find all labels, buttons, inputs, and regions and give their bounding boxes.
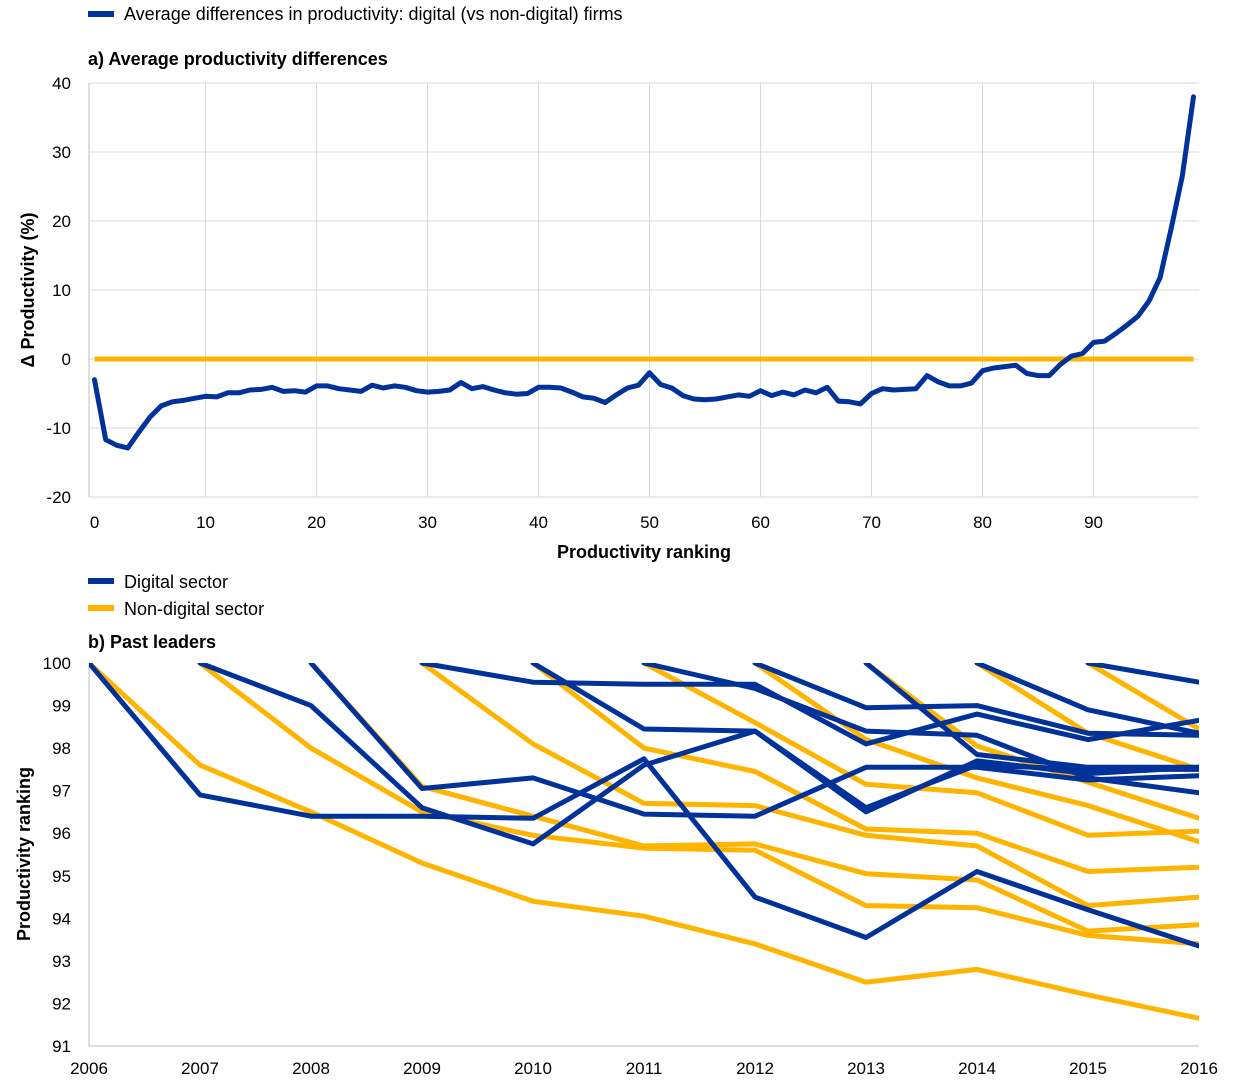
a-y-tick-label: -20 — [46, 488, 71, 507]
b-series-line-digital — [308, 663, 1199, 819]
legend-a-label: Average differences in productivity: dig… — [124, 4, 623, 24]
b-series-line-non-digital — [641, 663, 1199, 838]
b-series-clip-group — [89, 663, 1199, 1021]
panel-a-title: a) Average productivity differences — [88, 49, 388, 69]
b-series-line-non-digital — [308, 663, 1199, 934]
legend-a-swatch-digital — [88, 11, 114, 17]
b-series-line-digital — [1085, 663, 1199, 685]
a-x-tick-label: 70 — [862, 513, 881, 532]
b-y-tick-label: 91 — [52, 1037, 71, 1056]
a-y-tick-label: 30 — [52, 143, 71, 162]
a-x-tick-label: 10 — [196, 513, 215, 532]
b-series-line-digital — [89, 663, 1199, 949]
b-x-tick-label: 2012 — [736, 1059, 774, 1078]
a-x-tick-label: 60 — [751, 513, 770, 532]
b-series-line-digital — [863, 663, 1199, 770]
b-series-line-non-digital — [419, 663, 1199, 909]
a-series-line-digital — [92, 94, 1196, 451]
a-x-tick-label: 30 — [418, 513, 437, 532]
panel-b-y-tick-labels: 91 92 93 94 95 96 97 98 99 100 — [43, 654, 71, 1056]
b-x-tick-label: 2015 — [1069, 1059, 1107, 1078]
a-x-tick-label: 0 — [90, 513, 99, 532]
b-series-line-digital — [419, 663, 1199, 747]
a-y-tick-label: 40 — [52, 74, 71, 93]
b-series-line-non-digital — [530, 663, 1199, 874]
a-y-tick-label: 20 — [52, 212, 71, 231]
b-x-tick-label: 2010 — [514, 1059, 552, 1078]
legend-b-swatch-digital — [88, 578, 114, 584]
b-y-tick-label: 96 — [52, 824, 71, 843]
panel-b-series — [89, 663, 1199, 1021]
panel-a-x-tick-labels: 0 10 20 30 40 50 60 70 80 90 — [90, 513, 1103, 532]
panel-b-y-axis-title: Productivity ranking — [14, 767, 34, 941]
a-y-tick-label: 0 — [62, 350, 71, 369]
a-x-tick-label: 20 — [307, 513, 326, 532]
legend-b: Digital sector Non-digital sector — [88, 572, 264, 619]
legend-a: Average differences in productivity: dig… — [88, 4, 623, 24]
b-x-tick-label: 2006 — [70, 1059, 108, 1078]
panel-a-x-axis-title: Productivity ranking — [557, 542, 731, 562]
a-y-tick-label: 10 — [52, 281, 71, 300]
b-x-tick-label: 2016 — [1180, 1059, 1218, 1078]
b-x-tick-label: 2009 — [403, 1059, 441, 1078]
a-y-tick-label: -10 — [46, 419, 71, 438]
b-y-tick-label: 97 — [52, 782, 71, 801]
b-y-tick-label: 99 — [52, 697, 71, 716]
b-series-line-non-digital — [197, 663, 1199, 947]
a-x-tick-label: 50 — [640, 513, 659, 532]
b-x-tick-label: 2013 — [847, 1059, 885, 1078]
b-y-tick-label: 98 — [52, 739, 71, 758]
panel-a-gridlines — [88, 82, 1199, 498]
legend-b-label-digital: Digital sector — [124, 572, 228, 592]
b-y-tick-label: 94 — [52, 909, 71, 928]
b-series-line-non-digital — [1085, 663, 1199, 732]
b-x-tick-label: 2014 — [958, 1059, 996, 1078]
legend-b-swatch-non-digital — [88, 605, 114, 611]
b-series-line-digital — [641, 663, 1199, 796]
panel-b: 2006 2007 2008 2009 2010 2011 2012 2013 2014 2015… — [14, 654, 1218, 1078]
b-y-tick-label: 95 — [52, 867, 71, 886]
a-x-tick-label: 40 — [529, 513, 548, 532]
a-x-tick-label: 80 — [973, 513, 992, 532]
panel-b-x-tick-labels: 2006 2007 2008 2009 2010 2011 2012 2013 2014 2015… — [70, 1059, 1218, 1078]
b-y-tick-label: 92 — [52, 994, 71, 1013]
panel-a-y-tick-labels: -20 -10 0 10 20 30 40 — [46, 74, 71, 507]
b-series-line-digital — [752, 663, 1199, 738]
b-series-line-non-digital — [89, 663, 1199, 1021]
panel-a-series — [92, 94, 1196, 451]
b-x-tick-label: 2007 — [181, 1059, 219, 1078]
panel-a-y-axis-title: Δ Productivity (%) — [18, 213, 38, 368]
panel-a: 0 10 20 30 40 50 60 70 80 90 -20 -10 0 10 20 30 40 Prod… — [18, 74, 1199, 562]
b-y-tick-label: 100 — [43, 654, 71, 673]
b-y-tick-label: 93 — [52, 952, 71, 971]
b-x-tick-label: 2011 — [626, 1059, 663, 1078]
b-series-line-non-digital — [752, 663, 1199, 845]
panel-b-axes — [88, 663, 1199, 1047]
legend-b-label-non-digital: Non-digital sector — [124, 599, 264, 619]
b-x-tick-label: 2008 — [292, 1059, 330, 1078]
panel-b-title: b) Past leaders — [88, 632, 216, 652]
b-series-line-digital — [974, 663, 1199, 736]
a-x-tick-label: 90 — [1084, 513, 1103, 532]
